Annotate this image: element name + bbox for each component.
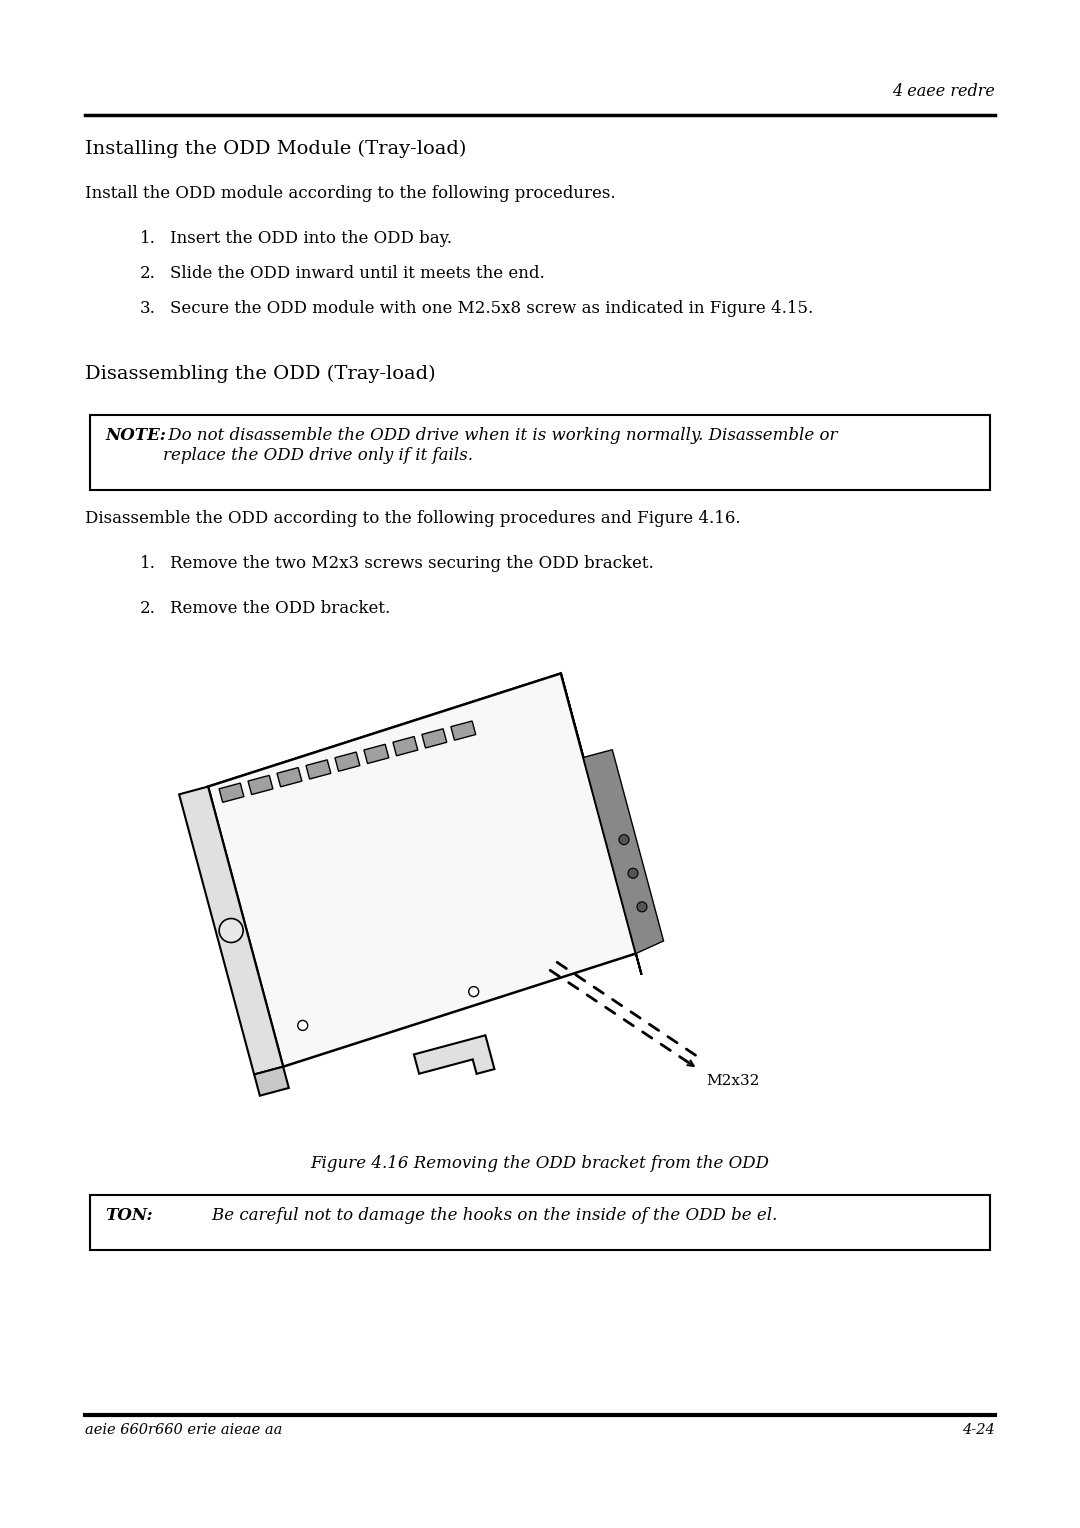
Text: Be careful not to damage the hooks on the inside of the ODD be el.: Be careful not to damage the hooks on th… <box>170 1207 778 1224</box>
Text: Remove the two M2x3 screws securing the ODD bracket.: Remove the two M2x3 screws securing the … <box>170 555 653 571</box>
Polygon shape <box>450 721 475 740</box>
Text: Slide the ODD inward until it meets the end.: Slide the ODD inward until it meets the … <box>170 264 544 283</box>
Polygon shape <box>414 1036 495 1074</box>
Polygon shape <box>208 674 567 808</box>
Circle shape <box>219 918 243 943</box>
Text: TON:: TON: <box>105 1207 152 1224</box>
Text: 1.: 1. <box>140 231 156 248</box>
Polygon shape <box>276 767 302 787</box>
Text: aeie 660r660 erie aieae aa: aeie 660r660 erie aieae aa <box>85 1423 282 1436</box>
Text: 4 eaee redre: 4 eaee redre <box>892 83 995 99</box>
Text: Disassemble the ODD according to the following procedures and Figure 4.16.: Disassemble the ODD according to the fol… <box>85 510 741 527</box>
Text: 4-24: 4-24 <box>962 1423 995 1436</box>
Polygon shape <box>179 787 283 1074</box>
Polygon shape <box>335 752 360 772</box>
Text: 2.: 2. <box>140 601 156 617</box>
Circle shape <box>619 834 629 845</box>
Polygon shape <box>306 759 330 779</box>
Polygon shape <box>90 1195 990 1250</box>
Polygon shape <box>248 775 273 795</box>
Text: Do not disassemble the ODD drive when it is working normally. Disassemble or
rep: Do not disassemble the ODD drive when it… <box>163 426 837 463</box>
Polygon shape <box>422 729 447 749</box>
Polygon shape <box>254 1067 288 1096</box>
Text: 3.: 3. <box>140 299 156 316</box>
Text: 1.: 1. <box>140 555 156 571</box>
Circle shape <box>298 1021 308 1030</box>
Text: Figure 4.16 Removing the ODD bracket from the ODD: Figure 4.16 Removing the ODD bracket fro… <box>311 1155 769 1172</box>
Text: Remove the ODD bracket.: Remove the ODD bracket. <box>170 601 390 617</box>
Text: Disassembling the ODD (Tray-load): Disassembling the ODD (Tray-load) <box>85 365 435 384</box>
Text: Insert the ODD into the ODD bay.: Insert the ODD into the ODD bay. <box>170 231 453 248</box>
Polygon shape <box>219 784 244 802</box>
Text: M2x32: M2x32 <box>706 1074 759 1088</box>
Polygon shape <box>208 674 636 1067</box>
Polygon shape <box>583 750 663 953</box>
Polygon shape <box>90 416 990 490</box>
Text: 2.: 2. <box>140 264 156 283</box>
Text: Installing the ODD Module (Tray-load): Installing the ODD Module (Tray-load) <box>85 141 467 159</box>
Circle shape <box>469 987 478 996</box>
Text: Install the ODD module according to the following procedures.: Install the ODD module according to the … <box>85 185 616 202</box>
Text: Secure the ODD module with one M2.5x8 screw as indicated in Figure 4.15.: Secure the ODD module with one M2.5x8 sc… <box>170 299 813 316</box>
Polygon shape <box>561 674 642 975</box>
Text: NOTE:: NOTE: <box>105 426 166 445</box>
Polygon shape <box>364 744 389 764</box>
Circle shape <box>627 868 638 879</box>
Circle shape <box>637 902 647 912</box>
Polygon shape <box>393 736 418 756</box>
